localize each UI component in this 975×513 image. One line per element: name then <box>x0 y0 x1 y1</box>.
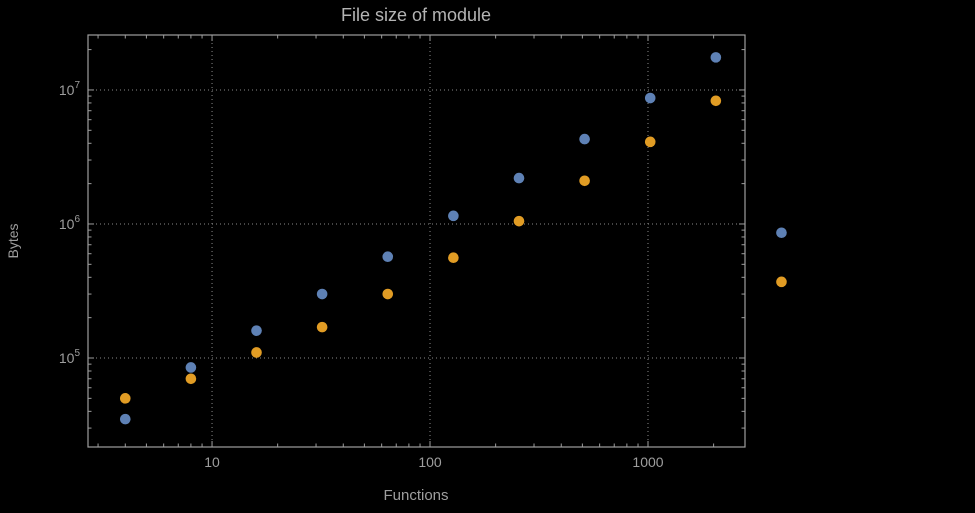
data-point-orange <box>644 136 656 148</box>
plot-frame <box>87 34 746 448</box>
data-point-blue <box>710 52 722 63</box>
data-point-blue <box>448 210 459 222</box>
data-point-orange <box>579 175 590 187</box>
data-point-blue <box>579 133 590 145</box>
data-point-blue <box>119 413 131 425</box>
y-tick-label: 106 <box>59 214 81 232</box>
data-point-orange <box>185 373 197 385</box>
x-tick-label: 100 <box>418 454 442 470</box>
data-point-blue <box>644 92 656 104</box>
data-point-blue <box>316 288 328 300</box>
data-point-blue <box>251 325 262 336</box>
data-point-blue <box>185 362 197 373</box>
data-point-orange <box>710 95 722 107</box>
x-tick-label: 1000 <box>632 454 663 470</box>
data-point-orange <box>513 215 525 227</box>
data-point-orange <box>448 252 459 264</box>
data-point-orange <box>316 321 328 333</box>
data-point-blue <box>776 227 787 239</box>
y-tick-label: 105 <box>59 348 81 366</box>
data-point-blue <box>382 251 394 262</box>
y-tick-label: 107 <box>59 80 81 98</box>
data-point-orange <box>382 288 394 300</box>
chart-title: File size of module <box>340 5 492 25</box>
data-point-orange <box>251 347 262 358</box>
x-axis-label: Functions <box>383 487 449 504</box>
data-point-orange <box>119 393 131 404</box>
data-point-blue <box>513 172 525 184</box>
y-axis-label: Bytes <box>5 223 21 259</box>
data-point-orange <box>776 276 787 288</box>
x-tick-label: 10 <box>204 454 220 470</box>
